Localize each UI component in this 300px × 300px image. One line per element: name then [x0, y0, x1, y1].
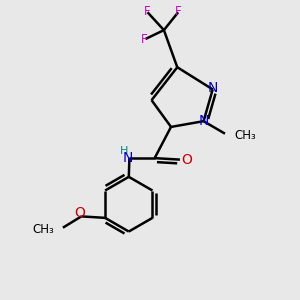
Text: F: F [141, 32, 147, 46]
Text: F: F [175, 5, 181, 18]
Text: O: O [74, 206, 85, 220]
Text: N: N [123, 151, 133, 165]
Text: F: F [144, 5, 151, 18]
Text: N: N [198, 114, 209, 128]
Text: CH₃: CH₃ [235, 129, 256, 142]
Text: CH₃: CH₃ [33, 223, 55, 236]
Text: H: H [120, 146, 128, 156]
Text: N: N [208, 81, 218, 95]
Text: O: O [181, 153, 192, 166]
